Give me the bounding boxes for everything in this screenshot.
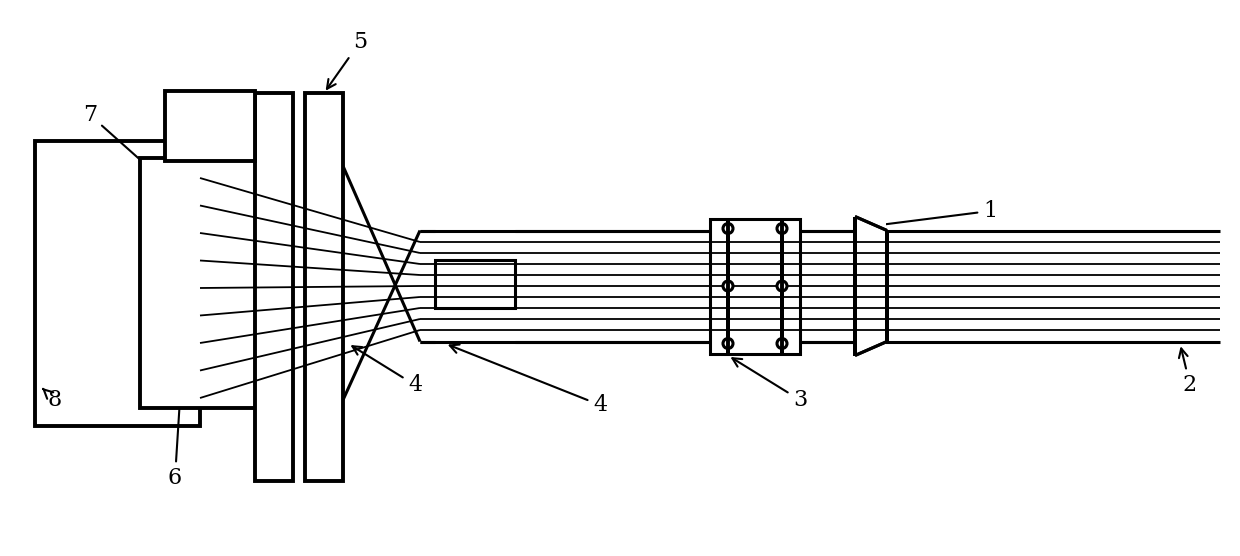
Text: 7: 7 — [83, 104, 151, 170]
Bar — [856, 217, 887, 355]
Circle shape — [777, 339, 787, 349]
Circle shape — [723, 224, 733, 234]
Text: 8: 8 — [43, 389, 62, 411]
Bar — [255, 93, 293, 481]
Text: 6: 6 — [167, 166, 198, 489]
Bar — [711, 219, 800, 354]
Text: 3: 3 — [733, 358, 807, 411]
Bar — [305, 93, 343, 481]
Bar — [140, 158, 278, 408]
Text: 1: 1 — [866, 200, 997, 230]
Circle shape — [777, 224, 787, 234]
Text: 5: 5 — [327, 31, 367, 89]
Text: 4: 4 — [450, 345, 608, 416]
Circle shape — [723, 339, 733, 349]
Text: 4: 4 — [352, 346, 422, 396]
Bar — [35, 141, 200, 426]
Circle shape — [723, 281, 733, 291]
Circle shape — [777, 281, 787, 291]
Bar — [165, 91, 255, 161]
Bar — [435, 260, 515, 308]
Text: 2: 2 — [1179, 349, 1197, 396]
